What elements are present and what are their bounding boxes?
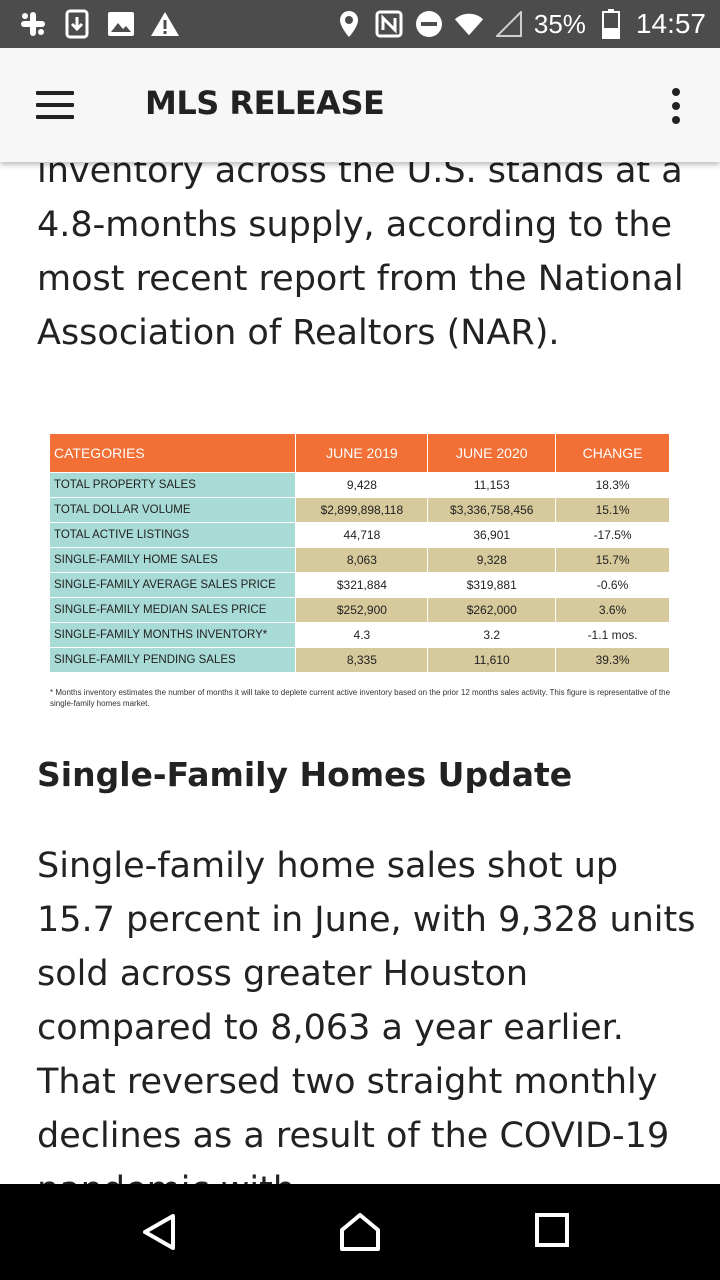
row-change: 39.3% bbox=[555, 647, 670, 673]
row-change: 15.7% bbox=[555, 547, 670, 573]
dnd-icon bbox=[414, 9, 444, 39]
download-icon bbox=[62, 9, 92, 39]
table-row: SINGLE-FAMILY AVERAGE SALES PRICE $321,8… bbox=[48, 572, 670, 598]
warning-icon bbox=[150, 9, 180, 39]
row-june-2020: 3.2 bbox=[427, 622, 557, 648]
mls-stats-table: CATEGORIES JUNE 2019 JUNE 2020 CHANGE TO… bbox=[48, 433, 670, 673]
row-category: SINGLE-FAMILY MONTHS INVENTORY* bbox=[48, 622, 297, 648]
row-change: -17.5% bbox=[555, 522, 670, 548]
image-icon bbox=[106, 9, 136, 39]
signal-icon bbox=[494, 9, 524, 39]
table-row: TOTAL ACTIVE LISTINGS 44,718 36,901 -17.… bbox=[48, 522, 670, 548]
row-june-2020: 11,610 bbox=[427, 647, 557, 673]
wifi-icon bbox=[454, 9, 484, 39]
intro-paragraph: inventory across the U.S. stands at a 4.… bbox=[37, 162, 684, 353]
row-category: TOTAL DOLLAR VOLUME bbox=[48, 497, 297, 523]
header-june-2019: JUNE 2019 bbox=[295, 433, 429, 473]
row-june-2020: $3,336,758,456 bbox=[427, 497, 557, 523]
recents-icon[interactable] bbox=[534, 1212, 578, 1252]
table-row: SINGLE-FAMILY MONTHS INVENTORY* 4.3 3.2 … bbox=[48, 622, 670, 648]
navigation-bar bbox=[0, 1184, 720, 1280]
table-row: TOTAL PROPERTY SALES 9,428 11,153 18.3% bbox=[48, 472, 670, 498]
row-category: SINGLE-FAMILY HOME SALES bbox=[48, 547, 297, 573]
row-june-2019: 44,718 bbox=[295, 522, 429, 548]
table-row: TOTAL DOLLAR VOLUME $2,899,898,118 $3,33… bbox=[48, 497, 670, 523]
row-june-2019: 8,063 bbox=[295, 547, 429, 573]
row-change: 3.6% bbox=[555, 597, 670, 623]
row-june-2019: 8,335 bbox=[295, 647, 429, 673]
row-june-2020: $319,881 bbox=[427, 572, 557, 598]
more-options-icon[interactable] bbox=[664, 86, 688, 126]
table-row: SINGLE-FAMILY PENDING SALES 8,335 11,610… bbox=[48, 647, 670, 673]
row-category: SINGLE-FAMILY PENDING SALES bbox=[48, 647, 297, 673]
row-june-2019: 9,428 bbox=[295, 472, 429, 498]
battery-percent: 35% bbox=[533, 8, 586, 39]
header-change: CHANGE bbox=[555, 433, 670, 473]
table-footnote: * Months inventory estimates the number … bbox=[50, 688, 671, 708]
row-category: TOTAL ACTIVE LISTINGS bbox=[48, 522, 297, 548]
clock: 14:57 bbox=[635, 8, 706, 39]
nfc-icon bbox=[374, 9, 404, 39]
row-change: -1.1 mos. bbox=[555, 622, 670, 648]
row-june-2020: 36,901 bbox=[427, 522, 557, 548]
page-title: MLS RELEASE bbox=[145, 84, 385, 122]
row-change: 18.3% bbox=[555, 472, 670, 498]
row-category: SINGLE-FAMILY AVERAGE SALES PRICE bbox=[48, 572, 297, 598]
battery-icon bbox=[596, 9, 626, 39]
row-change: 15.1% bbox=[555, 497, 670, 523]
row-june-2019: $2,899,898,118 bbox=[295, 497, 429, 523]
slack-icon bbox=[18, 9, 48, 39]
app-bar: MLS RELEASE bbox=[0, 48, 720, 162]
row-june-2020: 11,153 bbox=[427, 472, 557, 498]
row-category: SINGLE-FAMILY MEDIAN SALES PRICE bbox=[48, 597, 297, 623]
menu-icon[interactable] bbox=[34, 88, 76, 122]
header-june-2020: JUNE 2020 bbox=[427, 433, 557, 473]
row-june-2019: 4.3 bbox=[295, 622, 429, 648]
table-row: SINGLE-FAMILY HOME SALES 8,063 9,328 15.… bbox=[48, 547, 670, 573]
body-paragraph: Single-family home sales shot up 15.7 pe… bbox=[37, 846, 696, 1184]
row-june-2019: $252,900 bbox=[295, 597, 429, 623]
article-content: inventory across the U.S. stands at a 4.… bbox=[0, 162, 720, 1184]
section-heading: Single-Family Homes Update bbox=[37, 755, 573, 794]
status-bar: 35% 14:57 bbox=[0, 0, 720, 48]
row-june-2020: 9,328 bbox=[427, 547, 557, 573]
row-june-2020: $262,000 bbox=[427, 597, 557, 623]
back-icon[interactable] bbox=[140, 1212, 184, 1252]
location-icon bbox=[334, 9, 364, 39]
header-categories: CATEGORIES bbox=[48, 433, 297, 473]
table-row: SINGLE-FAMILY MEDIAN SALES PRICE $252,90… bbox=[48, 597, 670, 623]
home-icon[interactable] bbox=[338, 1212, 382, 1252]
row-june-2019: $321,884 bbox=[295, 572, 429, 598]
row-category: TOTAL PROPERTY SALES bbox=[48, 472, 297, 498]
row-change: -0.6% bbox=[555, 572, 670, 598]
table-header-row: CATEGORIES JUNE 2019 JUNE 2020 CHANGE bbox=[48, 433, 670, 473]
